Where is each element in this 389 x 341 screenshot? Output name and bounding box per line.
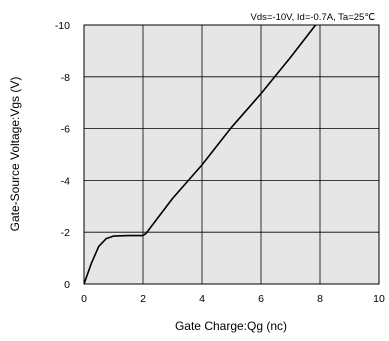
x-tick-label: 4 — [199, 293, 205, 305]
x-axis-label: Gate Charge:Qg (nc) — [175, 319, 287, 333]
y-tick-label: 0 — [64, 279, 70, 291]
x-tick-label: 2 — [140, 293, 146, 305]
x-tick-label: 0 — [81, 293, 87, 305]
y-tick-label: -2 — [61, 227, 70, 239]
x-axis-ticks: 0 2 4 6 8 10 — [81, 293, 385, 305]
x-tick-label: 10 — [373, 293, 385, 305]
y-tick-label: -10 — [55, 20, 70, 32]
x-tick-label: 8 — [317, 293, 323, 305]
test-conditions-annotation: Vds=-10V, Id=-0.7A, Ta=25℃ — [251, 12, 376, 23]
series-line-vgs — [83, 24, 317, 285]
y-tick-label: -4 — [61, 175, 70, 187]
y-axis-ticks: 0 -2 -4 -6 -8 -10 — [55, 20, 70, 291]
y-axis-label: Gate-Source Voltage:Vgs (V) — [8, 77, 22, 232]
y-tick-label: -6 — [61, 124, 70, 136]
y-tick-label: -8 — [61, 72, 70, 84]
plot-background — [84, 25, 379, 284]
x-tick-label: 6 — [258, 293, 264, 305]
plot-frame — [83, 24, 380, 285]
